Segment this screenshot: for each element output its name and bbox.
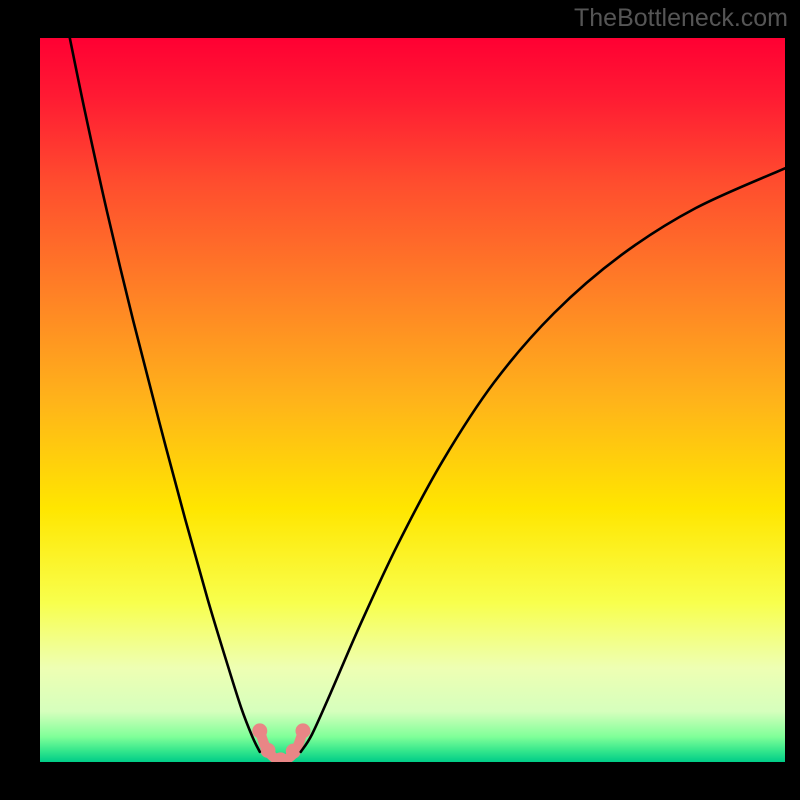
valley-dot bbox=[252, 723, 267, 738]
valley-dot bbox=[260, 743, 275, 758]
valley-dot bbox=[286, 744, 301, 759]
valley-dot bbox=[295, 723, 310, 738]
valley-dot bbox=[273, 752, 288, 767]
watermark-text: TheBottleneck.com bbox=[574, 4, 788, 33]
bottleneck-chart bbox=[0, 0, 800, 800]
